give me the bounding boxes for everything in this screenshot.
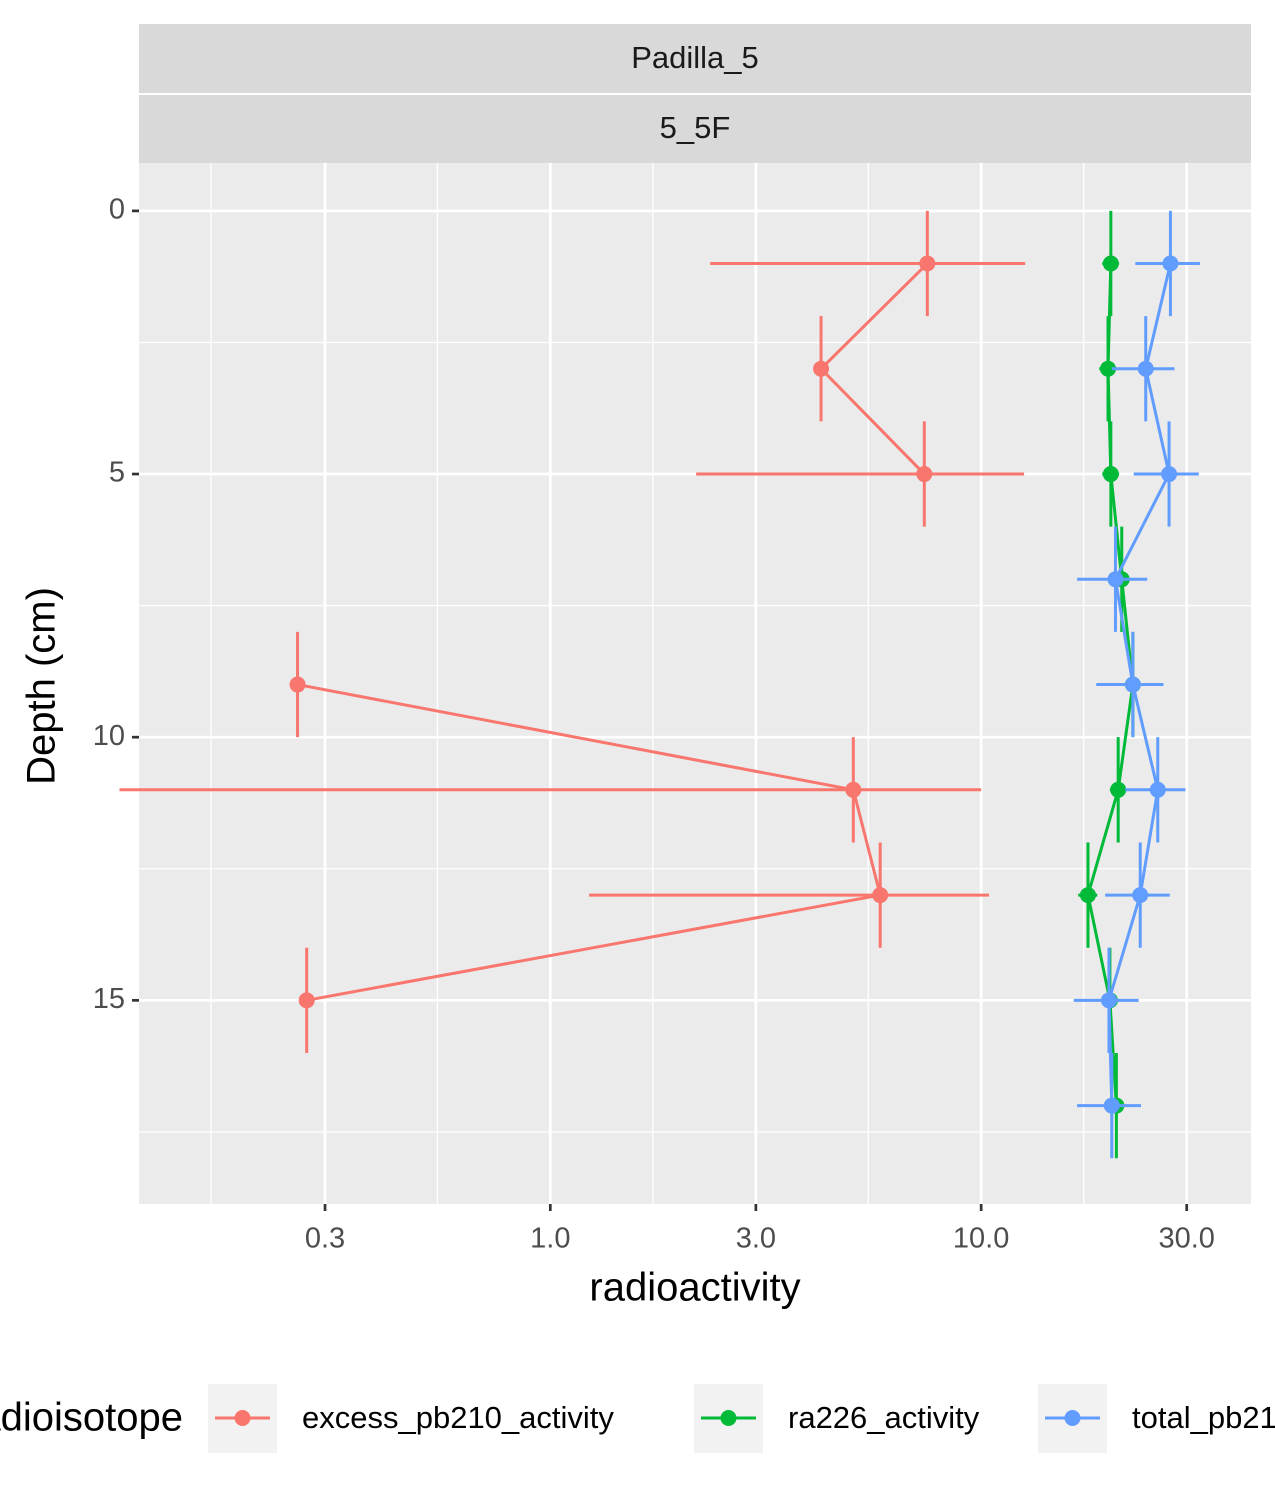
y-tick-label: 5 [109, 457, 125, 489]
point [1110, 781, 1127, 798]
point [1103, 1097, 1120, 1114]
series-line [297, 683, 883, 1002]
point [1079, 887, 1096, 904]
point [1132, 887, 1149, 904]
y-axis-title: Depth (cm) [20, 587, 64, 785]
point [1107, 571, 1124, 588]
point [813, 360, 830, 377]
legend-marker [234, 1410, 251, 1426]
legend-label: total_pb210_activity [1132, 1400, 1275, 1435]
point [1102, 255, 1119, 272]
x-tick-label: 1.0 [530, 1223, 570, 1255]
point [1102, 466, 1119, 483]
point [1162, 255, 1179, 272]
point [1149, 781, 1166, 798]
x-tick-label: 0.3 [305, 1223, 345, 1255]
x-tick-label: 30.0 [1158, 1223, 1214, 1255]
point [1161, 466, 1178, 483]
x-axis-title: radioactivity [589, 1266, 800, 1310]
point [916, 466, 933, 483]
y-tick-label: 0 [109, 194, 125, 226]
point [872, 887, 889, 904]
point [1137, 360, 1154, 377]
point [298, 992, 315, 1009]
legend-label: excess_pb210_activity [302, 1400, 614, 1435]
strip-label: Padilla_5 [631, 40, 759, 75]
point [289, 676, 306, 693]
y-tick-label: 10 [93, 720, 125, 752]
y-tick-label: 15 [93, 983, 125, 1015]
legend-marker [720, 1410, 737, 1426]
legend-label: ra226_activity [788, 1400, 980, 1435]
x-tick-label: 10.0 [953, 1223, 1009, 1255]
point [919, 255, 936, 272]
strip [139, 95, 1251, 163]
strip [139, 24, 1251, 93]
point [1100, 992, 1117, 1009]
legend-title: radioisotope [0, 1396, 183, 1440]
point [845, 781, 862, 798]
point [1100, 360, 1117, 377]
strip-label: 5_5F [660, 110, 731, 145]
legend-marker [1064, 1410, 1081, 1426]
point [1124, 676, 1141, 693]
x-tick-label: 3.0 [736, 1223, 776, 1255]
